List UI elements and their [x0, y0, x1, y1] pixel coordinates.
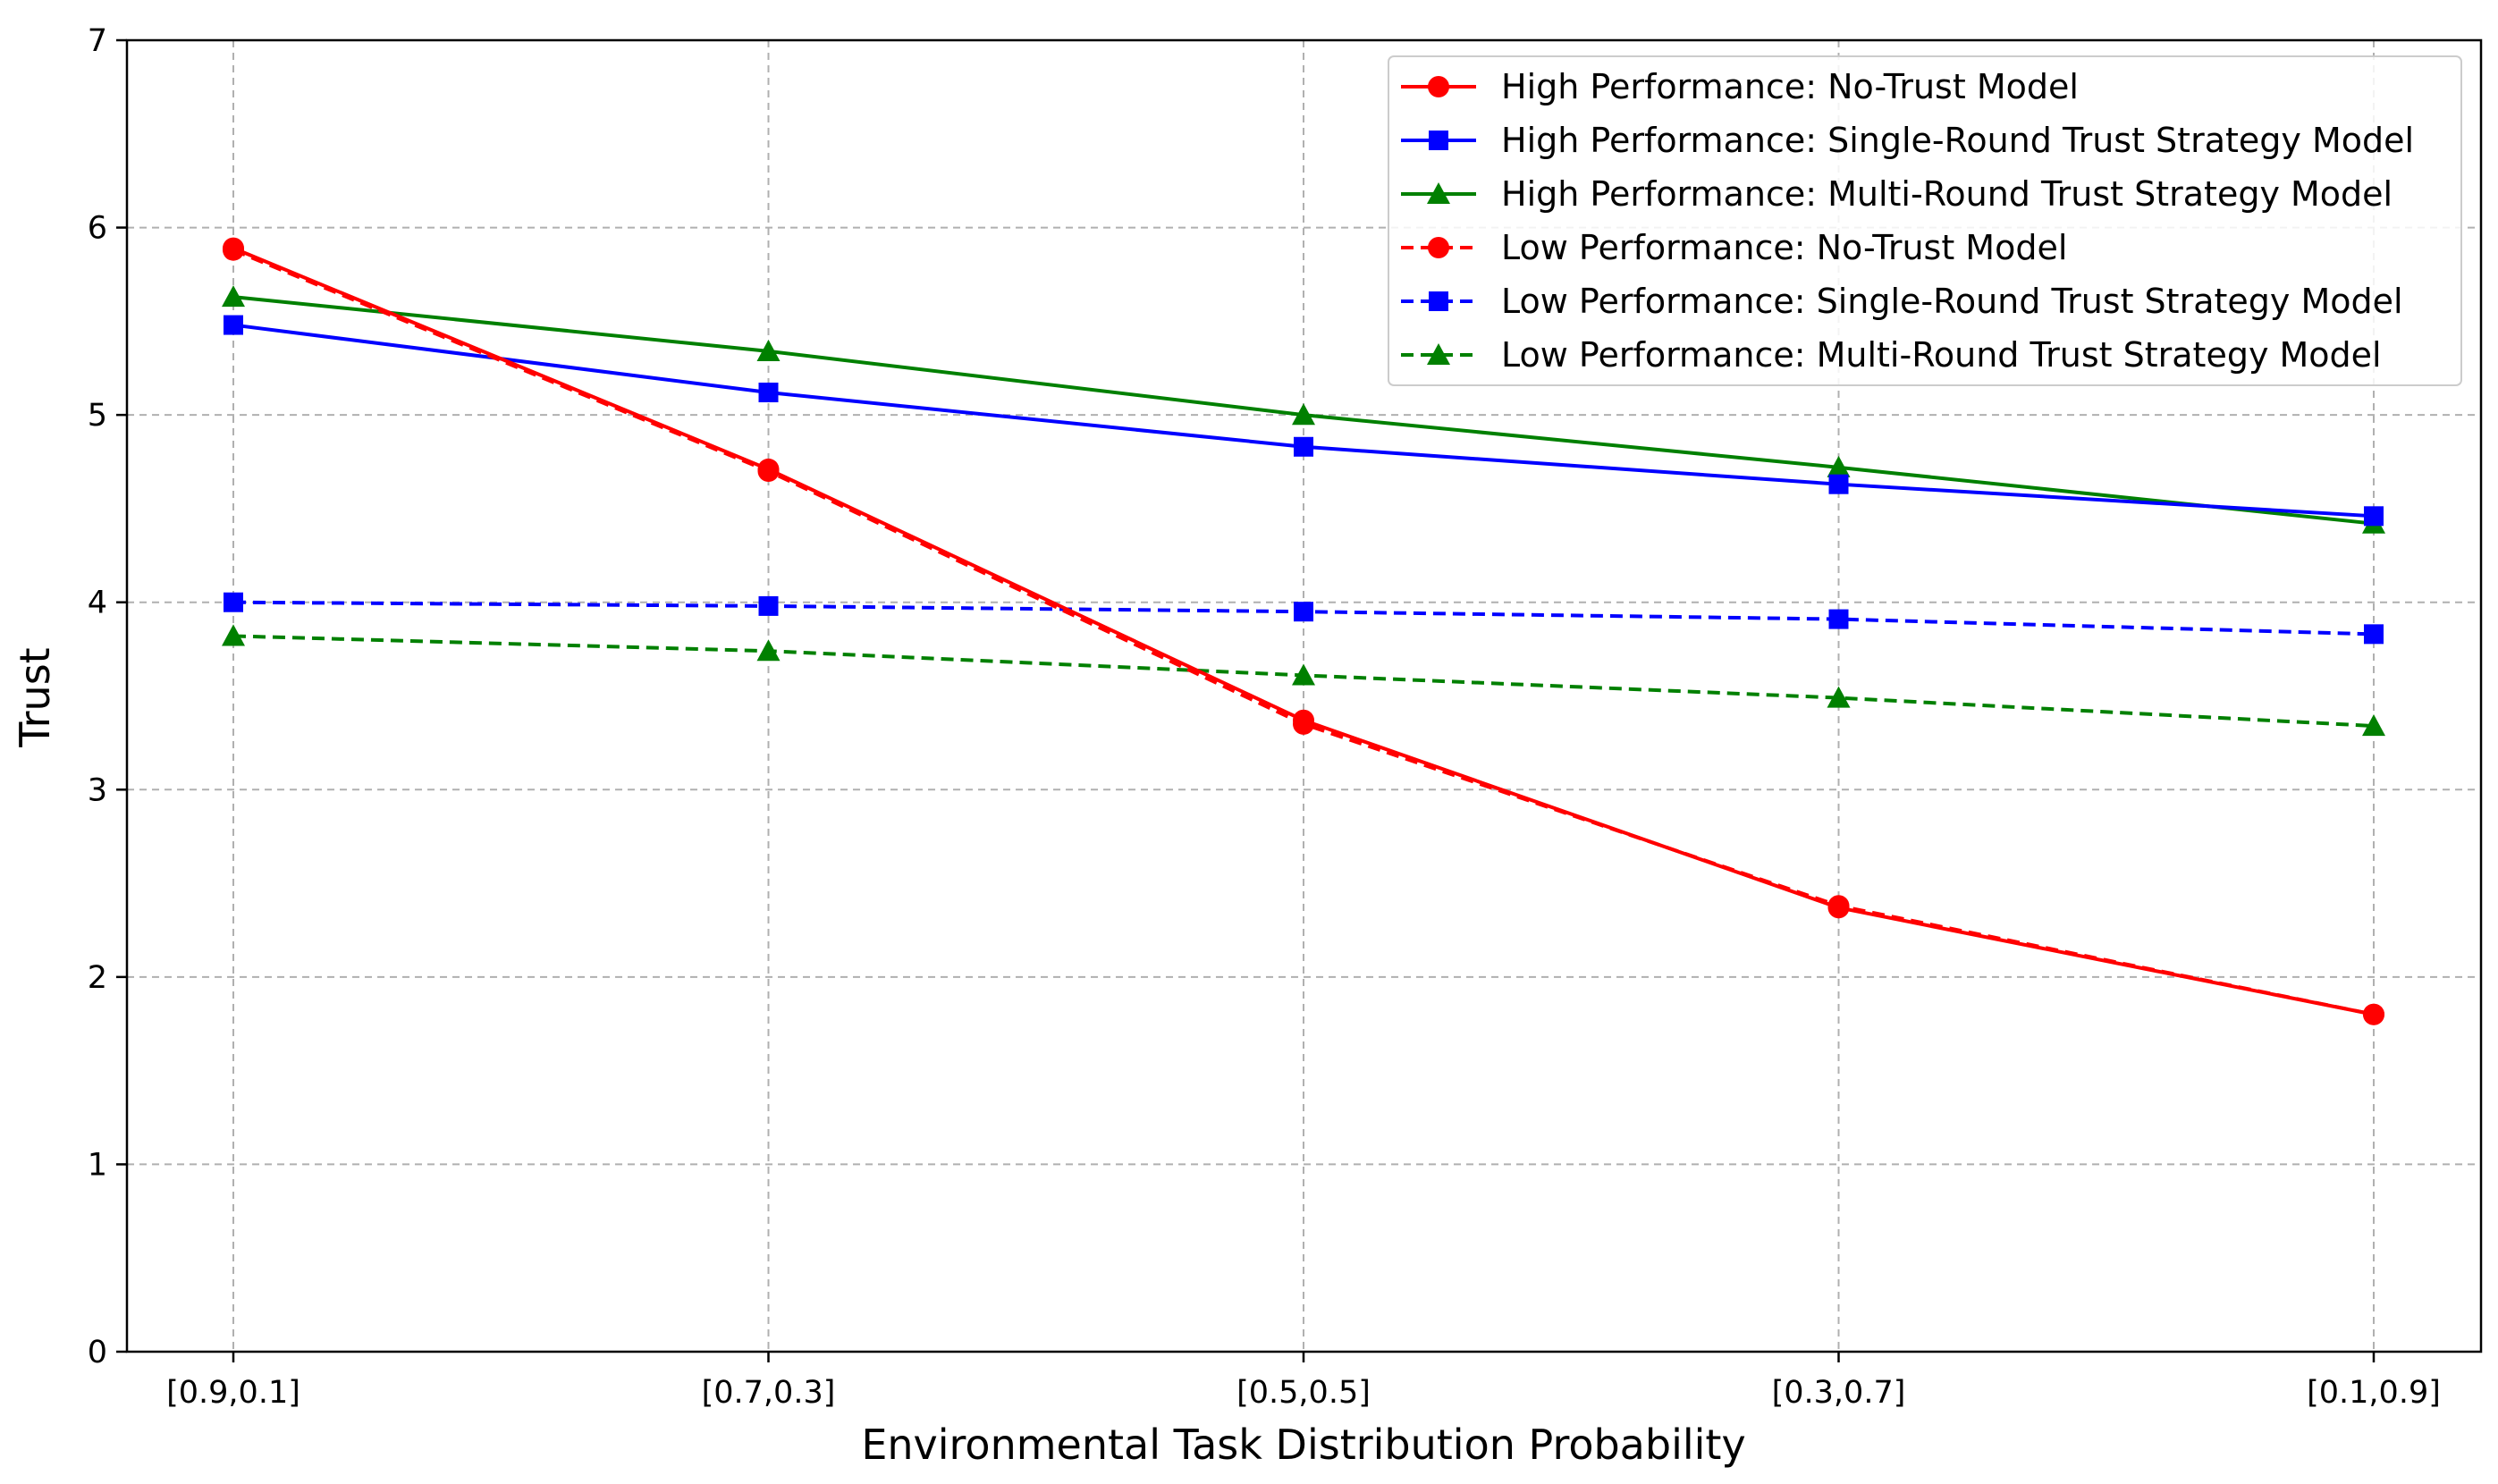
data-point: [223, 237, 244, 259]
x-tick-label: [0.7,0.3]: [702, 1375, 836, 1411]
legend-marker: [1427, 182, 1450, 205]
series-group: [223, 237, 2384, 1025]
data-point: [1294, 436, 1313, 457]
legend-label: Low Performance: Single-Round Trust Stra…: [1501, 282, 2403, 321]
axis-ticks: [0.9,0.1] [0.7,0.3] [0.5,0.5] [0.3,0.7] [0.1…: [88, 23, 2441, 1411]
data-point: [2363, 1003, 2384, 1025]
data-point: [2364, 624, 2384, 645]
data-point: [1828, 474, 1849, 494]
y-tick-label: 5: [88, 398, 107, 434]
y-tick-label: 6: [88, 211, 107, 247]
x-tick-label: [0.1,0.9]: [2307, 1375, 2441, 1411]
data-point: [757, 458, 780, 480]
legend-marker: [1429, 291, 1448, 311]
legend-label: High Performance: Single-Round Trust Str…: [1501, 121, 2414, 160]
legend-item: High Performance: No-Trust Model: [1401, 67, 2079, 106]
data-point: [222, 624, 245, 646]
legend-label: High Performance: No-Trust Model: [1501, 67, 2079, 106]
legend-item: High Performance: Multi-Round Trust Stra…: [1401, 174, 2393, 214]
series-group: [224, 592, 2384, 645]
y-tick-label: 7: [88, 23, 107, 59]
series-group: [222, 624, 2385, 737]
y-tick-label: 3: [88, 772, 107, 808]
data-point: [1292, 403, 1315, 426]
legend-marker: [1428, 237, 1449, 258]
data-point: [1292, 663, 1315, 686]
data-point: [224, 315, 243, 335]
data-point: [756, 339, 781, 361]
legend-item: Low Performance: Multi-Round Trust Strat…: [1401, 335, 2382, 375]
y-axis-title: Trust: [11, 647, 59, 747]
legend-item: High Performance: Single-Round Trust Str…: [1401, 121, 2414, 160]
x-tick-label: [0.3,0.7]: [1772, 1375, 1906, 1411]
legend-item: Low Performance: No-Trust Model: [1401, 228, 2067, 267]
x-tick-label: [0.5,0.5]: [1236, 1375, 1371, 1411]
legend: High Performance: No-Trust Model High Per…: [1388, 55, 2462, 386]
y-tick-label: 2: [88, 960, 107, 996]
legend-marker: [1428, 76, 1449, 97]
data-point: [758, 595, 779, 616]
series-lines: [222, 237, 2385, 1025]
x-tick-label: [0.9,0.1]: [166, 1375, 300, 1411]
data-point: [1828, 609, 1849, 629]
x-axis-title: Environmental Task Distribution Probabil…: [861, 1421, 1745, 1469]
legend-box: [1388, 55, 2462, 386]
data-point: [1827, 897, 1850, 919]
data-point: [2362, 714, 2385, 737]
data-point: [1827, 686, 1851, 708]
legend-label: Low Performance: Multi-Round Trust Strat…: [1501, 335, 2382, 375]
y-tick-label: 0: [88, 1335, 107, 1370]
data-point: [758, 382, 779, 402]
legend-label: High Performance: Multi-Round Trust Stra…: [1501, 174, 2393, 214]
data-point: [756, 639, 781, 662]
data-point: [1294, 602, 1313, 622]
y-tick-label: 1: [88, 1147, 107, 1183]
data-point: [222, 285, 245, 308]
data-point: [2364, 506, 2384, 527]
legend-item: Low Performance: Single-Round Trust Stra…: [1401, 282, 2403, 321]
legend-marker: [1429, 131, 1448, 150]
data-point: [1293, 709, 1314, 731]
data-point: [224, 592, 243, 612]
legend-marker: [1427, 343, 1450, 366]
y-tick-label: 4: [88, 586, 107, 621]
legend-label: Low Performance: No-Trust Model: [1501, 228, 2067, 267]
series-group: [224, 315, 2384, 527]
data-point: [1827, 455, 1851, 477]
